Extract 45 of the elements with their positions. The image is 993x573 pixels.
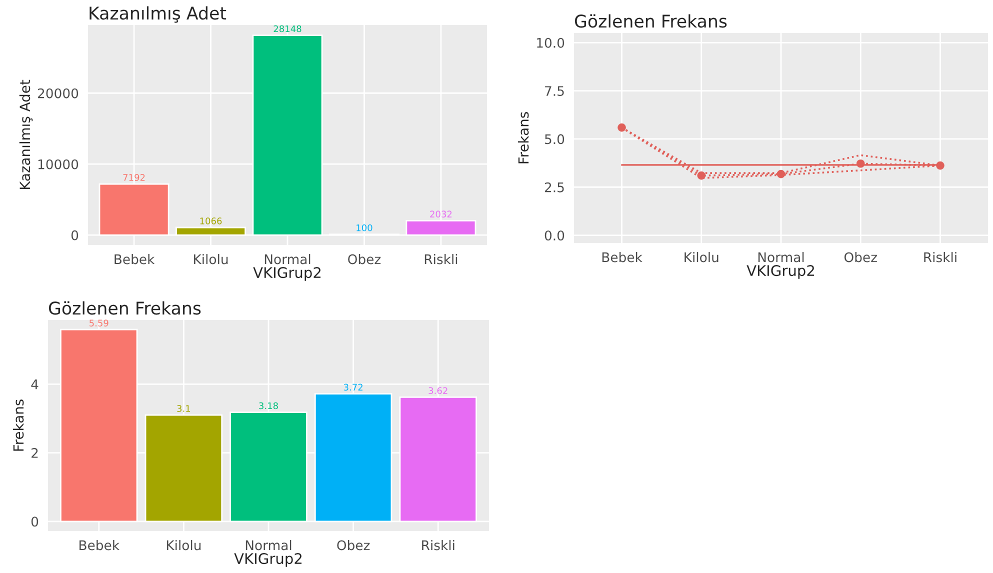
data-label: 3.62 xyxy=(428,387,448,394)
x-tick-label: Obez xyxy=(337,540,370,550)
x-tick-label: Normal xyxy=(264,254,310,264)
y-tick-label: 0 xyxy=(31,516,38,527)
data-label: 3.1 xyxy=(177,405,190,412)
y-axis-title: Kazanılmış Adet xyxy=(19,80,33,190)
x-tick-label: Riskli xyxy=(422,540,454,550)
x-tick-label: Kilolu xyxy=(194,254,228,264)
x-tick-label: Riskli xyxy=(424,254,458,264)
chart-title: Gözlenen Frekans xyxy=(574,14,727,28)
data-label: 3.72 xyxy=(344,384,362,391)
data-label: 100 xyxy=(356,224,372,232)
data-label: 3.18 xyxy=(259,402,278,410)
data-label: 2032 xyxy=(430,210,452,218)
data-label: 7192 xyxy=(123,174,145,181)
x-axis-title: VKIGrup2 xyxy=(253,267,320,281)
y-tick-label: 0.0 xyxy=(544,230,564,240)
x-tick-label: Normal xyxy=(758,252,804,262)
y-tick-label: 4 xyxy=(31,380,38,390)
y-tick-label: 0 xyxy=(71,230,78,240)
x-tick-label: Bebek xyxy=(114,254,155,264)
y-axis-title: Frekans xyxy=(12,400,24,451)
x-tick-label: Obez xyxy=(348,254,381,264)
y-tick-label: 10.0 xyxy=(537,38,564,48)
chart-title: Kazanılmış Adet xyxy=(90,6,226,23)
x-axis-title: VKIGrup2 xyxy=(234,553,302,567)
x-tick-label: Riskli xyxy=(924,252,956,262)
x-axis-title: VKIGrup2 xyxy=(746,265,814,279)
y-tick-label: 10000 xyxy=(38,159,78,170)
data-label: 1066 xyxy=(200,218,222,224)
data-label: 28148 xyxy=(274,25,302,32)
x-tick-label: Kilolu xyxy=(166,540,201,550)
data-label: 5.59 xyxy=(90,320,108,326)
x-tick-label: Kilolu xyxy=(684,252,718,262)
y-axis-title: Frekans xyxy=(518,112,529,164)
x-tick-label: Bebek xyxy=(80,540,120,550)
y-tick-label: 7.5 xyxy=(545,86,564,96)
y-tick-label: 2.5 xyxy=(544,182,564,192)
chart-title: Gözlenen Frekans xyxy=(48,301,201,315)
y-tick-label: 5.0 xyxy=(545,134,564,144)
x-tick-label: Normal xyxy=(246,540,292,550)
x-tick-label: Bebek xyxy=(602,252,642,262)
y-tick-label: 20000 xyxy=(38,88,78,98)
y-tick-label: 2 xyxy=(32,448,38,458)
x-tick-label: Obez xyxy=(844,252,877,262)
